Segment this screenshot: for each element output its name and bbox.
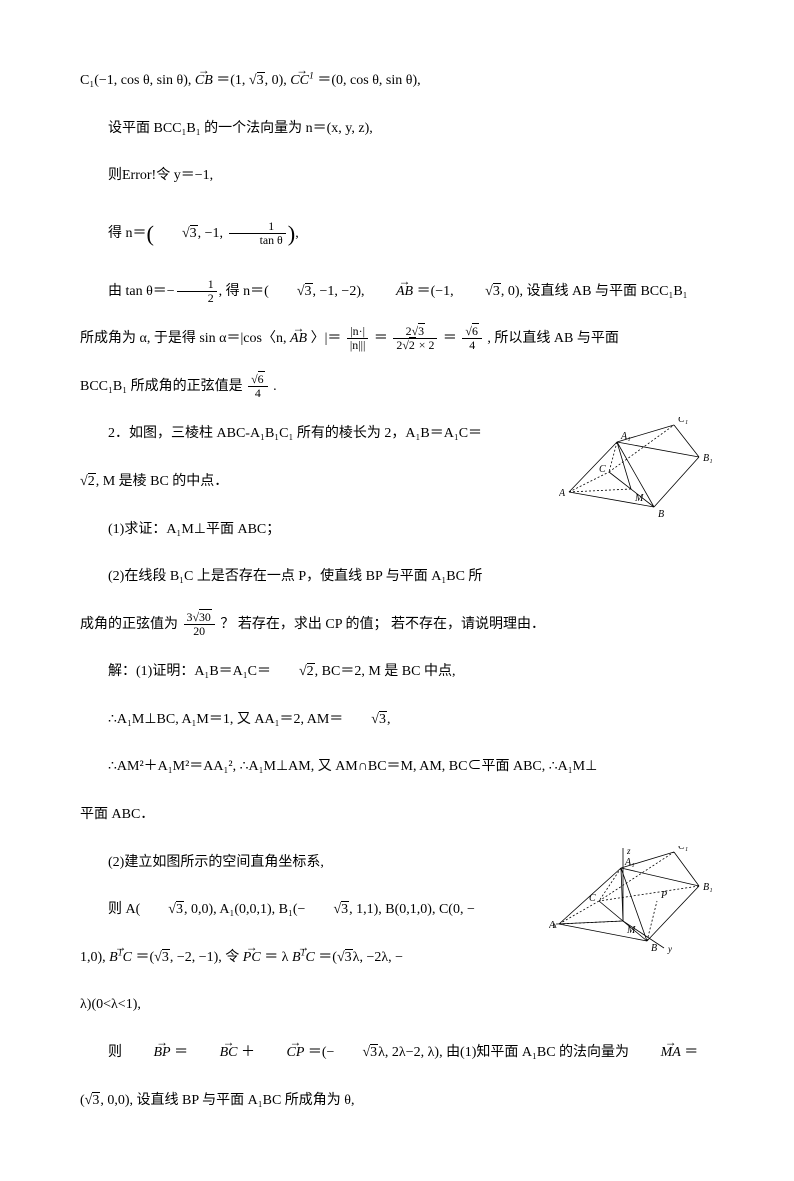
svg-text:C₁: C₁ <box>678 846 688 852</box>
svg-text:y: y <box>667 944 672 954</box>
svg-text:B: B <box>651 943 657 954</box>
svg-text:A: A <box>559 488 566 499</box>
paragraph: C₁(−1, cos θ, sin θ), CB ＝(1, 3, 0), CC1… <box>80 64 714 98</box>
svg-text:A: A <box>549 920 556 931</box>
svg-text:B: B <box>658 509 664 517</box>
svg-text:B₁: B₁ <box>703 882 713 893</box>
svg-text:C: C <box>589 893 596 904</box>
svg-text:M: M <box>626 925 636 936</box>
svg-text:A₁: A₁ <box>624 857 635 868</box>
paragraph: ∴A₁M⊥BC, A₁M＝1, 又 AA₁＝2, AM＝3, <box>80 703 714 737</box>
paragraph: 则 BP ＝ BC ＋ CP ＝(−3λ, 2λ−2, λ), 由(1)知平面 … <box>80 1036 714 1070</box>
paragraph: ∴AM²＋A₁M²＝AA₁², ∴A₁M⊥AM, 又 AM∩BC＝M, AM, … <box>80 750 714 784</box>
svg-text:z: z <box>626 846 631 856</box>
prism-diagram-2: xyzABCMPA₁B₁C₁ <box>549 846 714 970</box>
paragraph: 所成角为 α, 于是得 sin α＝|cos〈n, AB 〉|＝ |n·||n|… <box>80 322 714 356</box>
svg-text:A₁: A₁ <box>620 431 631 442</box>
prism-diagram-1: A B C M A₁ B₁ C₁ <box>559 417 714 531</box>
paragraph: 设平面 BCC₁B₁ 的一个法向量为 n＝(x, y, z), <box>80 112 714 146</box>
svg-text:C: C <box>599 464 606 475</box>
svg-text:P: P <box>660 890 667 901</box>
paragraph: 平面 ABC． <box>80 798 714 832</box>
paragraph: 得 n＝(3, −1, 1tan θ), <box>80 207 714 261</box>
paragraph: 由 tan θ＝−12, 得 n＝(3, −1, −2), AB ＝(−1, 3… <box>80 275 714 309</box>
paragraph: λ)(0<λ<1), <box>80 988 714 1022</box>
svg-text:M: M <box>634 493 644 504</box>
paragraph: (3, 0,0), 设直线 BP 与平面 A₁BC 所成角为 θ, <box>80 1084 714 1118</box>
paragraph: BCC₁B₁ 所成角的正弦值是 64 . <box>80 370 714 404</box>
paragraph: 成角的正弦值为 33020 ？ 若存在，求出 CP 的值； 若不存在，请说明理由… <box>80 608 714 642</box>
paragraph: 则Error!令 y＝−1, <box>80 159 714 193</box>
svg-text:C₁: C₁ <box>678 417 688 425</box>
svg-text:B₁: B₁ <box>703 453 713 464</box>
paragraph: (2)在线段 B₁C 上是否存在一点 P，使直线 BP 与平面 A₁BC 所 <box>80 560 714 594</box>
solution-1: 解：(1)证明：A₁B＝A₁C＝2, BC＝2, M 是 BC 中点, <box>80 655 714 689</box>
